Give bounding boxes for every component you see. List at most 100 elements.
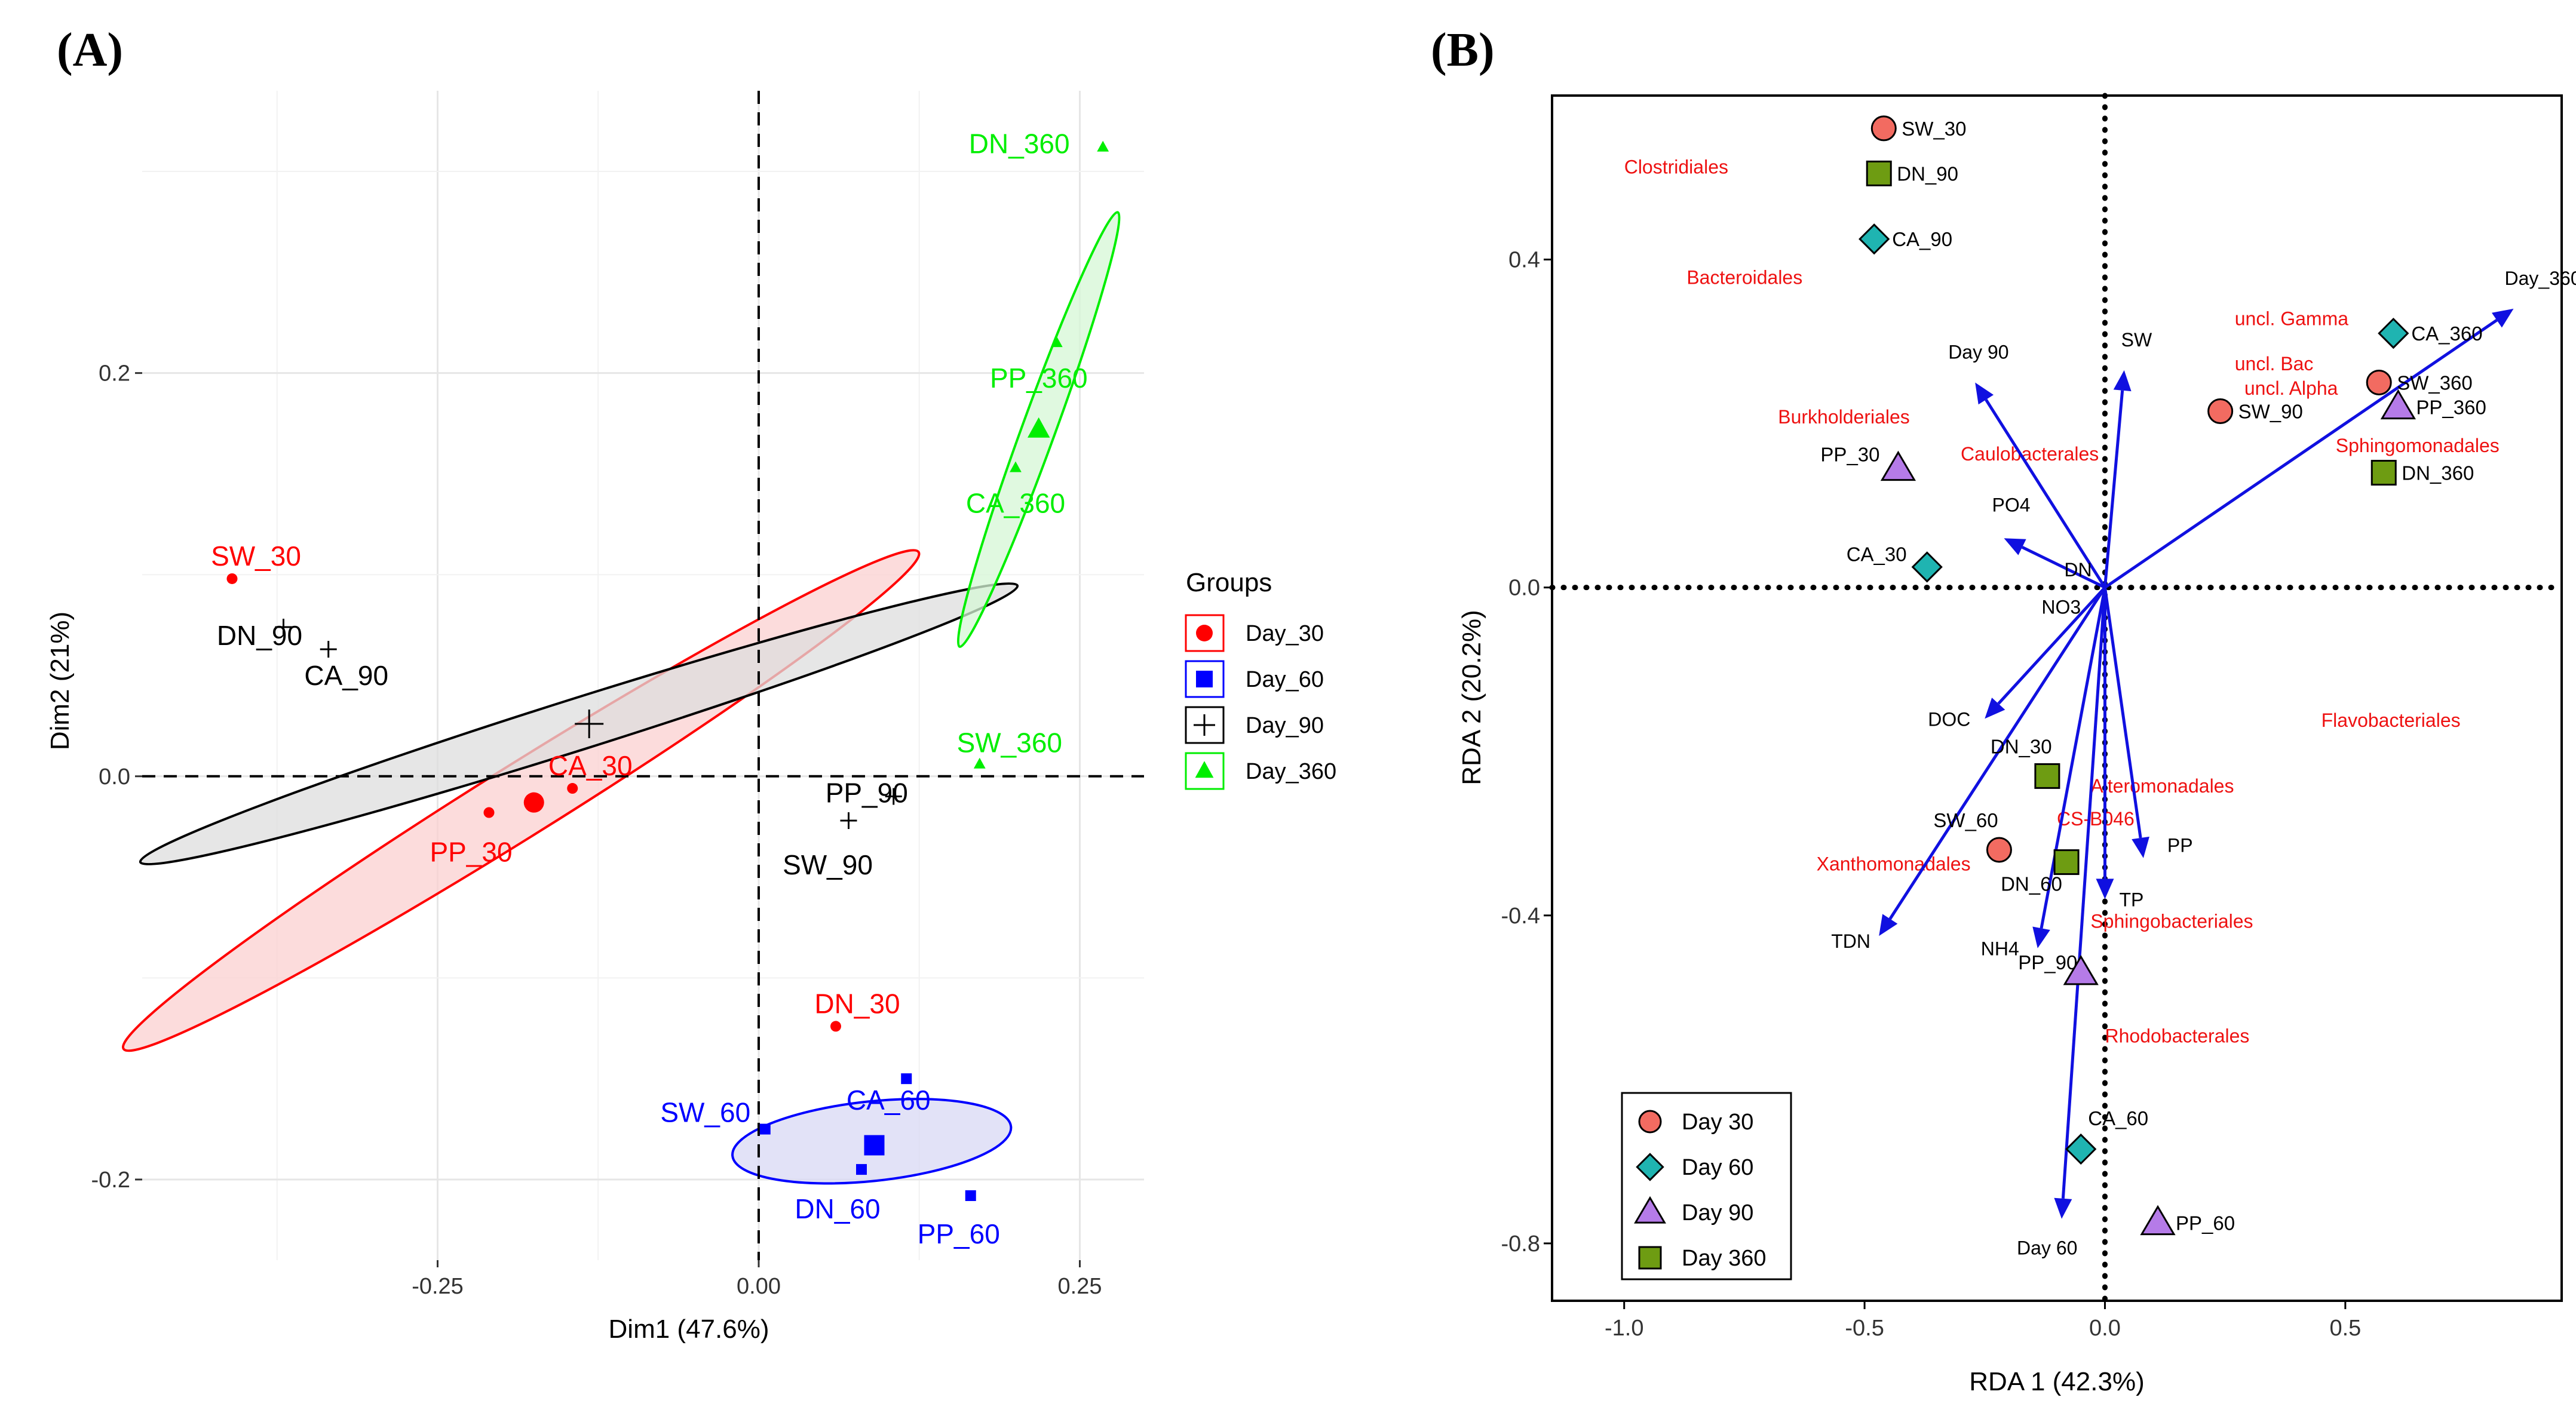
legend-b-marker-day-30 <box>1638 1110 1662 1134</box>
sample-label-ca-360: CA_360 <box>2411 323 2482 345</box>
point-label-pp-30: PP_30 <box>430 837 512 868</box>
vector-day-90: Day 90 <box>1948 341 2106 589</box>
point-dn-60 <box>856 1164 867 1175</box>
panel-a-axes: -0.25 0.00 0.25 -0.2 0.0 0.2 <box>91 361 1102 1299</box>
point-label-ca-360: CA_360 <box>966 487 1065 518</box>
legend-b-label-day-60: Day 60 <box>1682 1155 1753 1180</box>
x-tick-label-b: 0.5 <box>2329 1316 2361 1341</box>
sample-label-pp-60: PP_60 <box>2176 1212 2235 1234</box>
vector-day-60: Day 60 <box>2017 587 2106 1259</box>
panel-a-reference-lines <box>142 91 1144 1260</box>
vector-head-day-90 <box>1975 382 1994 405</box>
sample-label-pp-90: PP_90 <box>2018 951 2077 973</box>
taxon-label-xanthomonadales: Xanthomonadales <box>1817 853 1971 874</box>
legend-a-title: Groups <box>1186 568 1272 597</box>
sample-label-pp-360: PP_360 <box>2416 397 2486 419</box>
x-tick-label-b: -0.5 <box>1845 1316 1884 1341</box>
sample-ca-90 <box>1859 223 1890 255</box>
vector-po4: PO4 <box>1992 494 2106 589</box>
point-sw-90 <box>840 812 857 830</box>
point-label-ca-30: CA_30 <box>548 750 633 781</box>
point-label-dn-30: DN_30 <box>814 988 900 1019</box>
vector-shaft-day-360 <box>2104 319 2498 589</box>
sample-sw-360 <box>2366 369 2392 395</box>
point-dn-360 <box>1097 140 1109 152</box>
sample-pp-360 <box>2380 389 2416 420</box>
vector-day-360: Day_360 <box>2104 268 2576 589</box>
taxon-label-cs-b046: CS-B046 <box>2057 808 2135 830</box>
vector-head-pp <box>2132 836 2149 858</box>
vector-shaft-sw <box>2103 390 2124 588</box>
vector-shaft-tdn <box>1888 586 2106 920</box>
x-tick-label-b: 0.0 <box>2089 1316 2121 1341</box>
legend-a-label-day-90: Day_90 <box>1246 713 1324 738</box>
sample-label-sw-360: SW_360 <box>2397 371 2473 394</box>
centroid-day-60 <box>864 1135 885 1156</box>
point-dn-90 <box>275 618 292 635</box>
x-tick-label-a: -0.25 <box>412 1274 464 1299</box>
sample-sw-60 <box>1986 837 2012 863</box>
vector-label-day-60: Day 60 <box>2017 1237 2077 1259</box>
vector-label-doc: DOC <box>1928 708 1970 730</box>
panel-b-legend: Day 30 Day 60 Day 90 Day 360 <box>1621 1092 1792 1280</box>
panel-a-label: (A) <box>57 24 123 76</box>
vector-label-no3: NO3 <box>2041 596 2081 618</box>
x-tick-label-b: -1.0 <box>1605 1316 1643 1341</box>
vector-label-day-360: Day_360 <box>2505 268 2576 289</box>
point-pp-60 <box>965 1190 976 1201</box>
legend-b-entries: Day 30 Day 60 Day 90 Day 360 <box>1634 1110 1767 1271</box>
legend-a-label-day-60: Day_60 <box>1246 667 1324 692</box>
taxon-label-uncl-bac: uncl. Bac <box>2235 353 2314 374</box>
sample-ca-30 <box>1911 551 1943 583</box>
taxon-label-rhodobacterales: Rhodobacterales <box>2105 1025 2249 1047</box>
point-pp-360 <box>1050 336 1063 348</box>
panel-b-axes: -1.0 -0.5 0.0 0.5 -0.8 -0.4 0.0 0.4 <box>1501 248 2362 1341</box>
point-ca-90 <box>320 641 337 658</box>
vector-head-tp <box>2096 879 2114 899</box>
sample-label-pp-30: PP_30 <box>1820 444 1879 466</box>
sample-pp-90 <box>2063 954 2099 985</box>
panel-a-legend: Groups Day_30 Day_60 Day_90 Day_360 <box>1185 568 1336 790</box>
vector-tdn: TDN <box>1831 586 2106 952</box>
sample-label-sw-30: SW_30 <box>1902 118 1966 140</box>
panel-b-samples: SW_30 SW_90 SW_360 SW_60 CA_90 CA_360 CA_30 CA_… <box>1820 115 2486 1236</box>
point-ca-60 <box>901 1073 912 1085</box>
vector-doc: DOC <box>1928 586 2106 730</box>
panel-a-x-axis-title: Dim1 (47.6%) <box>609 1315 769 1344</box>
vector-head-day-360 <box>2491 308 2514 328</box>
legend-a-marker-day-360 <box>1195 761 1214 778</box>
legend-a-marker-day-90 <box>1194 714 1215 736</box>
legend-a-marker-day-30 <box>1196 625 1213 641</box>
sample-dn-30 <box>2034 763 2060 789</box>
vector-label-day-90: Day 90 <box>1948 341 2008 363</box>
taxon-label-sphingomonadales: Sphingomonadales <box>2336 435 2500 456</box>
taxon-label-uncl-gamma: uncl. Gamma <box>2235 308 2348 329</box>
point-label-ca-60: CA_60 <box>847 1085 931 1116</box>
y-tick-label-b: 0.0 <box>1508 576 1540 601</box>
vector-head-po4 <box>2004 538 2026 555</box>
vector-head-nh4 <box>2032 926 2050 948</box>
vector-label-po4: PO4 <box>1992 494 2030 515</box>
taxon-label-uncl-alpha: uncl. Alpha <box>2244 377 2338 399</box>
vector-shaft-day-90 <box>1985 398 2106 589</box>
point-label-sw-90: SW_90 <box>783 849 873 880</box>
legend-a-label-day-360: Day_360 <box>1246 759 1336 784</box>
point-label-ca-90: CA_90 <box>304 660 388 691</box>
point-ca-360 <box>1010 461 1022 472</box>
panel-a-points: SW_30 CA_30 PP_30 DN_30 SW_60 CA_60 DN_60 PP_60… <box>211 128 1109 1249</box>
point-sw-30 <box>226 573 238 584</box>
sample-label-ca-60: CA_60 <box>2088 1107 2148 1129</box>
centroid-day-90 <box>575 710 604 739</box>
y-tick-label-b: -0.4 <box>1501 904 1540 929</box>
legend-a-marker-day-60 <box>1196 671 1213 687</box>
legend-a-entries: Day_30 Day_60 Day_90 Day_360 <box>1185 614 1336 790</box>
vector-sw: SW <box>2103 329 2152 588</box>
panel-b-x-axis-title: RDA 1 (42.3%) <box>1969 1367 2144 1396</box>
panel-b-env-vectors: Day_360 SW Day 90 PO4 DN NO3 DOC TDN NH4 PP TP Day … <box>1831 268 2576 1259</box>
x-tick-label-a: 0.25 <box>1058 1274 1102 1299</box>
point-label-pp-90: PP_90 <box>826 778 908 809</box>
sample-sw-90 <box>2207 398 2234 425</box>
point-sw-360 <box>973 757 986 769</box>
vector-shaft-doc <box>1997 586 2106 705</box>
